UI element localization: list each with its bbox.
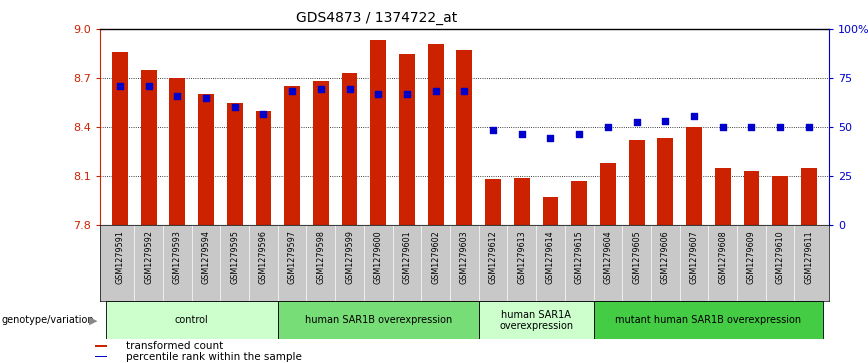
Bar bbox=[106, 301, 278, 339]
Bar bbox=[227, 102, 243, 225]
Text: GSM1279599: GSM1279599 bbox=[345, 231, 354, 284]
Text: GSM1279612: GSM1279612 bbox=[489, 231, 497, 284]
Text: GSM1279606: GSM1279606 bbox=[661, 231, 670, 284]
Text: GSM1279607: GSM1279607 bbox=[689, 231, 699, 284]
Text: GSM1279598: GSM1279598 bbox=[316, 231, 326, 284]
Bar bbox=[773, 176, 788, 225]
Bar bbox=[342, 73, 358, 225]
Text: GSM1279596: GSM1279596 bbox=[259, 231, 268, 284]
Bar bbox=[198, 94, 214, 225]
Point bbox=[113, 83, 127, 89]
Text: GSM1279597: GSM1279597 bbox=[287, 231, 297, 284]
Text: GSM1279593: GSM1279593 bbox=[173, 231, 181, 284]
Point bbox=[773, 124, 787, 130]
Point bbox=[429, 88, 443, 94]
Text: ▶: ▶ bbox=[89, 315, 98, 325]
Bar bbox=[169, 78, 185, 225]
Bar bbox=[485, 179, 501, 225]
Bar bbox=[514, 178, 529, 225]
Point bbox=[343, 86, 357, 92]
Text: control: control bbox=[174, 315, 208, 325]
Text: percentile rank within the sample: percentile rank within the sample bbox=[126, 352, 302, 362]
Text: GSM1279610: GSM1279610 bbox=[776, 231, 785, 284]
Point bbox=[745, 124, 759, 130]
Text: GSM1279601: GSM1279601 bbox=[403, 231, 411, 284]
Bar bbox=[371, 40, 386, 225]
Bar bbox=[313, 81, 329, 225]
Bar bbox=[278, 301, 479, 339]
Point bbox=[400, 91, 414, 97]
Text: GSM1279604: GSM1279604 bbox=[603, 231, 613, 284]
Bar bbox=[801, 168, 817, 225]
Text: GSM1279611: GSM1279611 bbox=[805, 231, 813, 284]
Text: GSM1279608: GSM1279608 bbox=[718, 231, 727, 284]
Bar bbox=[571, 181, 587, 225]
Bar bbox=[628, 140, 645, 225]
Point bbox=[601, 124, 615, 130]
Point bbox=[629, 119, 643, 125]
Text: GSM1279600: GSM1279600 bbox=[374, 231, 383, 284]
Bar bbox=[428, 44, 444, 225]
Text: GSM1279605: GSM1279605 bbox=[632, 231, 641, 284]
Text: GSM1279609: GSM1279609 bbox=[747, 231, 756, 284]
Point bbox=[227, 105, 241, 110]
Bar bbox=[715, 168, 731, 225]
Point bbox=[314, 86, 328, 92]
Point bbox=[572, 131, 586, 136]
Point bbox=[486, 127, 500, 133]
Text: GSM1279613: GSM1279613 bbox=[517, 231, 526, 284]
Point bbox=[372, 91, 385, 97]
Bar bbox=[479, 301, 594, 339]
Point bbox=[257, 111, 271, 117]
Bar bbox=[457, 50, 472, 225]
Bar bbox=[686, 127, 702, 225]
Text: GSM1279591: GSM1279591 bbox=[115, 231, 124, 284]
Text: human SAR1A
overexpression: human SAR1A overexpression bbox=[499, 310, 573, 331]
Bar bbox=[399, 53, 415, 225]
Bar bbox=[600, 163, 615, 225]
Point bbox=[170, 93, 184, 99]
Bar bbox=[744, 171, 760, 225]
Text: GSM1279614: GSM1279614 bbox=[546, 231, 555, 284]
Bar bbox=[284, 86, 300, 225]
Title: GDS4873 / 1374722_at: GDS4873 / 1374722_at bbox=[296, 11, 457, 25]
Bar bbox=[255, 111, 272, 225]
Text: GSM1279594: GSM1279594 bbox=[201, 231, 211, 284]
Text: genotype/variation: genotype/variation bbox=[2, 315, 95, 325]
Point bbox=[457, 88, 471, 94]
Text: human SAR1B overexpression: human SAR1B overexpression bbox=[305, 315, 452, 325]
Bar bbox=[594, 301, 823, 339]
Text: mutant human SAR1B overexpression: mutant human SAR1B overexpression bbox=[615, 315, 801, 325]
Text: GSM1279603: GSM1279603 bbox=[460, 231, 469, 284]
Text: GSM1279615: GSM1279615 bbox=[575, 231, 583, 284]
Text: GSM1279592: GSM1279592 bbox=[144, 231, 153, 284]
Point bbox=[716, 124, 730, 130]
Bar bbox=[542, 197, 558, 225]
Text: transformed count: transformed count bbox=[126, 341, 223, 351]
Point bbox=[199, 95, 213, 101]
Point bbox=[515, 131, 529, 136]
Point bbox=[543, 135, 557, 141]
Point bbox=[802, 124, 816, 130]
Bar bbox=[112, 52, 128, 225]
Point bbox=[286, 88, 299, 94]
Text: GSM1279602: GSM1279602 bbox=[431, 231, 440, 284]
Text: GSM1279595: GSM1279595 bbox=[230, 231, 240, 284]
Bar bbox=[657, 138, 674, 225]
Point bbox=[687, 113, 701, 118]
Bar bbox=[141, 70, 156, 225]
Point bbox=[141, 83, 155, 89]
Point bbox=[658, 118, 672, 123]
Bar bbox=[95, 345, 108, 347]
Bar bbox=[95, 356, 108, 357]
